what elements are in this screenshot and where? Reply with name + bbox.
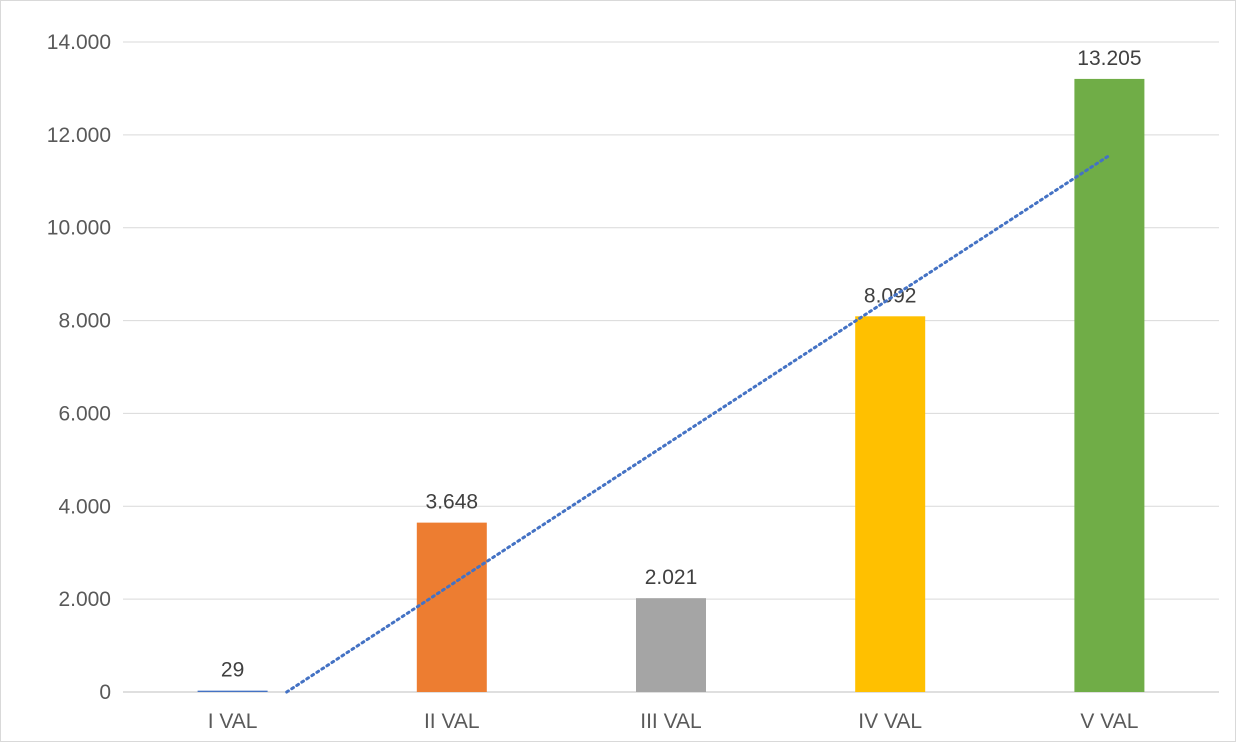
- bar: [636, 598, 706, 692]
- bar: [1074, 78, 1145, 693]
- x-tick-label: I VAL: [208, 710, 258, 733]
- y-tick-label: 10.000: [47, 217, 111, 240]
- bar: [197, 690, 268, 692]
- bar: [416, 522, 487, 692]
- y-tick-label: 0: [99, 681, 111, 704]
- bar: [855, 316, 926, 692]
- x-tick-label: III VAL: [640, 710, 701, 733]
- trendline: [285, 153, 1111, 694]
- data-label: 3.648: [426, 491, 479, 514]
- y-tick-label: 4.000: [58, 495, 111, 518]
- data-label: 8.092: [864, 284, 917, 307]
- data-label: 29: [221, 659, 244, 682]
- data-label: 13.205: [1077, 47, 1141, 70]
- x-tick-label: II VAL: [424, 710, 480, 733]
- y-tick-label: 2.000: [58, 588, 111, 611]
- x-tick-label: IV VAL: [858, 710, 922, 733]
- data-label: 2.021: [645, 566, 698, 589]
- y-tick-label: 12.000: [47, 124, 111, 147]
- y-tick-label: 8.000: [58, 310, 111, 333]
- y-tick-label: 14.000: [47, 31, 111, 54]
- y-tick-label: 6.000: [58, 402, 111, 425]
- x-tick-label: V VAL: [1080, 710, 1138, 733]
